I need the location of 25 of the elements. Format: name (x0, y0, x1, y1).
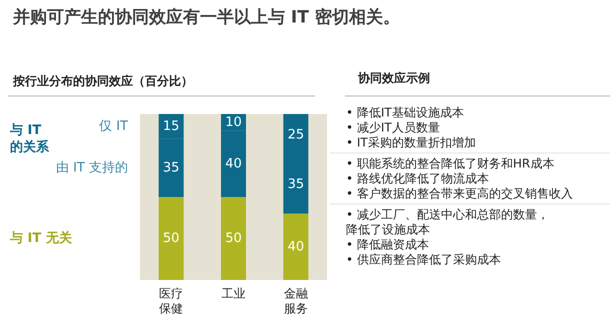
chart-subtitle: 按行业分布的协同效应（百分比） (12, 74, 193, 88)
data-label: 35 (162, 160, 180, 176)
text: • 减少工厂、配送中心和总部的数量，降低了设施成本 • 降低融资成本 • 供应商整合降低了采购成本 (346, 208, 549, 266)
x-tick-label: 工业 (222, 286, 246, 300)
data-label: 40 (288, 239, 304, 254)
chart-title: 并购可产生的协同效应有一半以上与 IT 密切相关。 (12, 8, 400, 28)
data-label: 25 (288, 127, 304, 142)
data-label: 50 (162, 231, 180, 246)
data-label: 15 (162, 118, 180, 134)
text: 由 IT 支持的 (56, 160, 128, 176)
text: 与 IT 的关系 (9, 123, 50, 155)
data-label: 10 (225, 114, 242, 130)
text: 仅 IT (99, 118, 128, 134)
x-tick-label: 医疗保健 (159, 286, 184, 316)
data-label: 40 (225, 156, 242, 172)
bar (158, 197, 184, 280)
bar (221, 197, 246, 280)
bar (283, 214, 308, 280)
text: 协同效应示例 (357, 71, 430, 85)
x-tick-label: 金融服务 (284, 286, 308, 316)
text: • 职能系统的整合降低了财务和HR成本 • 路线优化降低了物流成本 • 客户数据的整合带来更高的交叉销售收入 (346, 156, 573, 200)
data-label: 35 (288, 177, 304, 192)
data-label: 50 (225, 231, 242, 246)
text: 与 IT 无关 (9, 230, 73, 246)
text: • 降低IT基础设施成本 • 减少IT人员数量 • IT采购的数量折扣增加 (346, 106, 476, 150)
